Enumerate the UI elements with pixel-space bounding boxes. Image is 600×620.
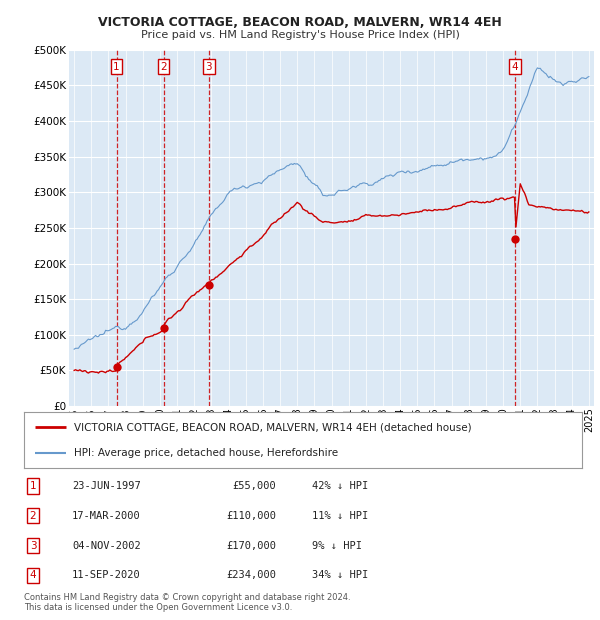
- Text: 23-JUN-1997: 23-JUN-1997: [72, 481, 141, 491]
- Text: Price paid vs. HM Land Registry's House Price Index (HPI): Price paid vs. HM Land Registry's House …: [140, 30, 460, 40]
- Text: 1: 1: [113, 62, 120, 72]
- Text: 3: 3: [29, 541, 37, 551]
- Text: HPI: Average price, detached house, Herefordshire: HPI: Average price, detached house, Here…: [74, 448, 338, 458]
- Text: 9% ↓ HPI: 9% ↓ HPI: [312, 541, 362, 551]
- Text: 42% ↓ HPI: 42% ↓ HPI: [312, 481, 368, 491]
- Text: £110,000: £110,000: [226, 511, 276, 521]
- Text: 11% ↓ HPI: 11% ↓ HPI: [312, 511, 368, 521]
- Text: £55,000: £55,000: [232, 481, 276, 491]
- Text: Contains HM Land Registry data © Crown copyright and database right 2024.
This d: Contains HM Land Registry data © Crown c…: [24, 593, 350, 612]
- Text: 11-SEP-2020: 11-SEP-2020: [72, 570, 141, 580]
- Text: 4: 4: [512, 62, 518, 72]
- Text: £234,000: £234,000: [226, 570, 276, 580]
- Text: VICTORIA COTTAGE, BEACON ROAD, MALVERN, WR14 4EH (detached house): VICTORIA COTTAGE, BEACON ROAD, MALVERN, …: [74, 422, 472, 432]
- Text: 3: 3: [205, 62, 212, 72]
- Text: VICTORIA COTTAGE, BEACON ROAD, MALVERN, WR14 4EH: VICTORIA COTTAGE, BEACON ROAD, MALVERN, …: [98, 16, 502, 29]
- Text: 2: 2: [29, 511, 37, 521]
- Text: 4: 4: [29, 570, 37, 580]
- Text: 34% ↓ HPI: 34% ↓ HPI: [312, 570, 368, 580]
- Text: 17-MAR-2000: 17-MAR-2000: [72, 511, 141, 521]
- Text: 04-NOV-2002: 04-NOV-2002: [72, 541, 141, 551]
- Text: 1: 1: [29, 481, 37, 491]
- Text: 2: 2: [160, 62, 167, 72]
- Text: £170,000: £170,000: [226, 541, 276, 551]
